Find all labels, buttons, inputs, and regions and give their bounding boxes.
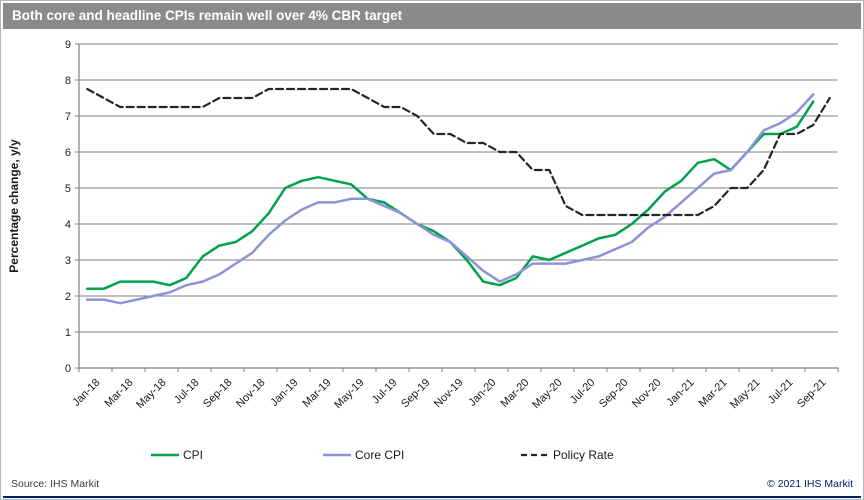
x-tick-label: Jan-20 (466, 377, 498, 409)
x-tick-label: Jul-20 (568, 377, 598, 407)
y-tick-label: 5 (65, 183, 71, 195)
y-axis-title: Percentage change, y/y (7, 139, 21, 273)
x-tick-label: Nov-18 (234, 377, 268, 411)
x-tick-label: Mar-21 (696, 377, 729, 410)
y-tick-label: 2 (65, 291, 71, 303)
x-tick-label: Mar-20 (498, 377, 531, 410)
x-tick-label: May-20 (530, 377, 564, 411)
x-tick-label: Jul-19 (370, 377, 400, 407)
x-tick-label: Mar-19 (300, 377, 333, 410)
y-tick-label: 0 (65, 363, 71, 375)
x-tick-label: Jul-18 (172, 377, 202, 407)
y-tick-label: 4 (65, 219, 71, 231)
y-tick-label: 3 (65, 255, 71, 267)
x-tick-label: Sep-20 (597, 377, 631, 411)
chart-title: Both core and headline CPIs remain well … (12, 8, 403, 23)
y-tick-label: 8 (65, 75, 71, 87)
x-tick-label: Sep-19 (399, 377, 433, 411)
y-tick-label: 6 (65, 147, 71, 159)
bottom-accent-bar (3, 496, 861, 498)
x-tick-label: Jan-19 (268, 377, 300, 409)
legend-label-policy-rate: Policy Rate (553, 448, 614, 462)
y-tick-label: 7 (65, 111, 71, 123)
chart-title-bar: Both core and headline CPIs remain well … (3, 3, 861, 29)
y-tick-label: 1 (65, 327, 71, 339)
core-cpi-line (86, 93, 815, 305)
legend-label-cpi: CPI (183, 448, 203, 462)
x-tick-label: Jan-21 (664, 377, 696, 409)
policy-rate-line (86, 87, 831, 217)
legend-label-core-cpi: Core CPI (355, 448, 404, 462)
x-tick-label: Mar-18 (102, 377, 135, 410)
x-tick-label: Jul-21 (766, 377, 796, 407)
copyright-text: © 2021 IHS Markit (767, 478, 853, 490)
x-tick-label: May-21 (728, 377, 762, 411)
x-tick-label: Jan-18 (70, 377, 102, 409)
x-tick-label: Sep-21 (795, 377, 829, 411)
x-tick-label: May-18 (134, 377, 168, 411)
x-tick-label: Nov-20 (630, 377, 664, 411)
x-tick-label: May-19 (332, 377, 366, 411)
y-tick-label: 9 (65, 39, 71, 51)
x-tick-label: Nov-19 (432, 377, 466, 411)
x-tick-label: Sep-18 (201, 377, 235, 411)
cpi-line (86, 100, 815, 291)
source-text: Source: IHS Markit (11, 478, 100, 490)
